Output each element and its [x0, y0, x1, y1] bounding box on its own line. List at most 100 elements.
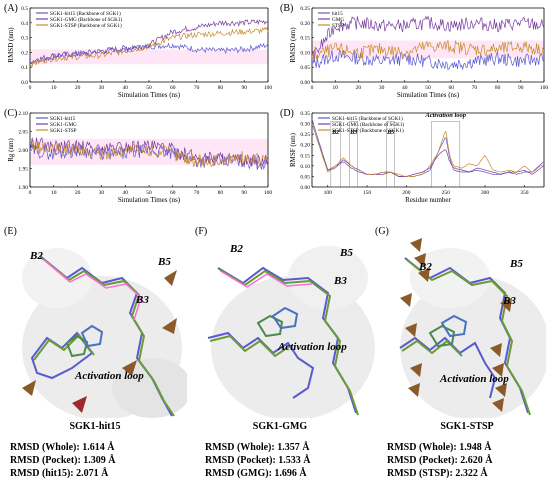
x-tick-label: 50 [425, 85, 431, 91]
y-tick-label: 2.00 [18, 148, 28, 154]
b3-label-g: B3 [503, 295, 516, 307]
b2-label-g: B2 [419, 261, 432, 273]
x-tick-label: 50 [146, 190, 152, 196]
x-tick-label: 300 [481, 190, 490, 196]
b5-label-f: B5 [340, 247, 353, 259]
rmsd-block-g: RMSD (Whole): 1.948 Å RMSD (Pocket): 2.6… [387, 441, 493, 480]
x-tick-label: 20 [356, 85, 362, 91]
y-tick-label: 0.10 [300, 164, 310, 170]
activation-loop-label-f: Activation loop [278, 341, 347, 353]
panel-f-letter: (F) [195, 226, 208, 237]
activation-loop-label-g: Activation loop [440, 373, 509, 385]
x-tick-label: 70 [194, 190, 200, 196]
legend-label: hit15 [332, 11, 343, 17]
panel-g-letter: (G) [375, 226, 389, 237]
x-tick-label: 150 [363, 190, 372, 196]
y-tick-label: 0.05 [300, 174, 310, 180]
b5-label-g: B5 [510, 258, 523, 270]
y-tick-label: 0.00 [300, 185, 310, 191]
panel-a-letter: (A) [4, 3, 18, 14]
x-tick-label: 80 [218, 190, 224, 196]
x-tick-label: 50 [146, 85, 152, 91]
x-tick-label: 70 [194, 85, 200, 91]
x-tick-label: 90 [241, 190, 247, 196]
series-line-1 [311, 118, 545, 178]
y-axis-label: RMSF (nm) [289, 132, 297, 167]
rmsd-whole-f: RMSD (Whole): 1.357 Å [205, 442, 310, 453]
panel-e-letter: (E) [4, 226, 17, 237]
y-tick-label: 0.25 [300, 6, 310, 12]
legend-label: SGK1-hit15 [50, 116, 76, 122]
x-tick-label: 30 [379, 85, 385, 91]
y-tick-label: 0.3 [21, 36, 28, 42]
y-tick-label: 0.0 [21, 80, 28, 86]
x-tick-label: 60 [170, 85, 176, 91]
rmsd-ligand-e: RMSD (hit15): 2.071 Å [10, 468, 109, 479]
y-tick-label: 0.30 [300, 122, 310, 128]
x-tick-label: 80 [495, 85, 501, 91]
region-box [431, 121, 461, 188]
b3-label: B3 [136, 294, 149, 306]
y-tick-label: 0.1 [21, 65, 28, 71]
rmsd-whole-e: RMSD (Whole): 1.614 Å [10, 442, 115, 453]
highlight-band [30, 49, 268, 65]
legend-label: SGK1-hit15 (Backbone of SGK1) [50, 10, 121, 17]
x-tick-label: 100 [540, 85, 549, 91]
panel-b-letter: (B) [280, 3, 294, 14]
b3-label-f: B3 [334, 275, 347, 287]
y-tick-label: 0.00 [300, 80, 310, 86]
x-tick-label: 100 [264, 190, 273, 196]
y-tick-label: 0.20 [300, 21, 310, 27]
series-line-1 [311, 49, 545, 71]
region-box [349, 121, 358, 188]
b2-label-f: B2 [230, 243, 243, 255]
x-axis-label: Residue number [405, 196, 451, 204]
x-tick-label: 30 [99, 85, 105, 91]
x-tick-label: 10 [332, 85, 338, 91]
y-tick-label: 0.25 [300, 132, 310, 138]
series-line-3 [29, 26, 269, 68]
y-tick-label: 0.15 [300, 153, 310, 159]
rmsd-ligand-g: RMSD (STSP): 2.322 Å [387, 468, 488, 479]
x-tick-label: 100 [264, 85, 273, 91]
x-tick-label: 40 [122, 190, 128, 196]
y-tick-label: 1.95 [18, 167, 28, 173]
region-box [330, 121, 341, 188]
region-label: B2 [331, 130, 339, 136]
caption-f: SGK1-GMG [252, 421, 308, 432]
b5-label: B5 [158, 256, 171, 268]
panel-d-letter: (D) [280, 108, 294, 119]
x-tick-label: 10 [51, 85, 57, 91]
series-line-2 [311, 15, 545, 63]
region-label: Activation loop [424, 112, 466, 119]
legend-label: SGK1-hit15 (Backbone of SGK1) [332, 115, 403, 122]
x-tick-label: 90 [518, 85, 524, 91]
x-tick-label: 10 [51, 190, 57, 196]
x-tick-label: 60 [170, 190, 176, 196]
y-tick-label: 0.20 [300, 143, 310, 149]
x-tick-label: 350 [520, 190, 529, 196]
y-tick-label: 0.15 [300, 36, 310, 42]
structure-f-image [198, 238, 376, 418]
legend-label: SGK1-GMG (Backbone of SGK1) [50, 16, 122, 23]
rmsd-pocket-f: RMSD (Pocket): 1.533 Å [205, 455, 311, 466]
legend-label: SGK1-GMG (Backbone of SGK1) [332, 121, 404, 128]
caption-e: SGK1-hit15 [69, 421, 121, 432]
region-label: B5 [386, 130, 394, 136]
rg-chart: 1.90 1.95 2.00 2.05 2.10 0 10 20 30 40 50 60 70 80 90 1… [7, 111, 273, 204]
y-tick-label: 2.10 [18, 111, 28, 117]
region-label: B3 [349, 130, 357, 136]
x-tick-label: 20 [75, 190, 81, 196]
series-line-3 [311, 123, 545, 178]
x-axis-label: Simulation Times (ns) [397, 91, 460, 99]
x-tick-label: 250 [442, 190, 451, 196]
x-tick-label: 100 [324, 190, 333, 196]
x-tick-label: 0 [29, 85, 32, 91]
rmsd-block-e: RMSD (Whole): 1.614 Å RMSD (Pocket): 1.3… [10, 441, 116, 480]
x-tick-label: 60 [448, 85, 454, 91]
y-tick-label: 0.10 [300, 50, 310, 56]
panel-c-letter: (C) [4, 108, 18, 119]
legend-label: GMG [332, 17, 344, 23]
x-tick-label: 20 [75, 85, 81, 91]
y-axis-label: RMSD (nm) [289, 27, 297, 63]
